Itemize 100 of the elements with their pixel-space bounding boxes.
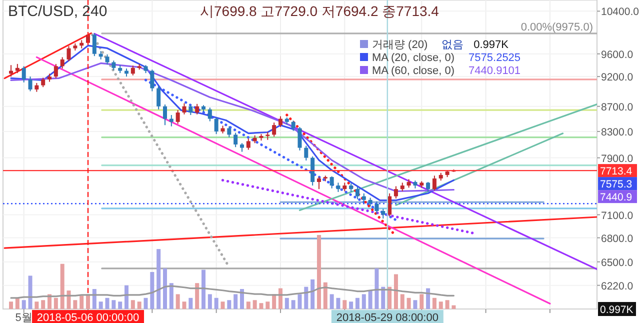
candlestick: [112, 60, 116, 71]
bar: [388, 286, 392, 309]
bar: [316, 235, 321, 309]
candlestick: [330, 176, 334, 189]
candlestick: [169, 114, 174, 127]
bar: [156, 249, 161, 309]
bar: [336, 298, 340, 309]
candlestick: [432, 175, 436, 192]
bar: [420, 294, 424, 309]
bar: [220, 302, 225, 309]
y-tick-label: 9600.0: [601, 48, 634, 61]
x-tick-label: 2018-05-29 08:00:00: [336, 312, 438, 323]
candlestick: [105, 54, 110, 66]
x-tick-label: 5월: [15, 312, 32, 323]
x-tick-label: 2018-05-06 00:00:00: [36, 312, 140, 323]
bar: [144, 298, 148, 309]
bar: [291, 300, 296, 309]
bar: [310, 279, 315, 309]
candlestick: [41, 77, 46, 88]
candlestick: [66, 46, 71, 62]
bar: [214, 298, 218, 309]
bar: [124, 285, 129, 309]
candlestick: [22, 66, 26, 83]
annotation: 7575.2525: [468, 52, 521, 64]
bar: [394, 274, 398, 309]
bar: [105, 298, 110, 309]
candlestick: [214, 117, 218, 135]
candlestick: [150, 69, 154, 92]
bar: [400, 294, 404, 309]
y-tick-label: 9200.0: [601, 72, 634, 84]
candlestick: [60, 56, 64, 69]
bar: [432, 298, 436, 309]
bar: [163, 268, 167, 309]
y-tick-label: 7900.0: [601, 152, 634, 165]
annotation: 없음: [442, 39, 464, 51]
legend-label: MA (20, close, 0): [372, 52, 455, 64]
candlestick: [195, 103, 200, 115]
candlestick: [304, 145, 308, 162]
text: 0.997K: [600, 304, 634, 316]
bar: [73, 300, 78, 309]
bar: [54, 298, 58, 309]
bar: [413, 300, 418, 309]
bar: [445, 300, 450, 309]
chart-subtitle: 시7699.8 고7729.0 저7694.2 종7713.4: [200, 3, 440, 19]
candlestick: [394, 186, 398, 199]
candlestick: [227, 126, 232, 138]
bar: [355, 298, 360, 309]
annotation: 0.00%(9975.0): [520, 21, 593, 34]
bar: [118, 302, 122, 309]
bar: [246, 302, 250, 309]
candlestick: [130, 65, 135, 76]
bar: [362, 294, 366, 309]
y-tick-label: 8700.0: [601, 101, 634, 114]
legend-label: MA (60, close, 0): [372, 65, 455, 77]
bar: [34, 302, 39, 309]
bar: [368, 290, 372, 309]
candlestick: [28, 76, 32, 92]
text: 7440.9: [600, 192, 632, 204]
bar: [188, 298, 193, 309]
bar: [298, 294, 302, 309]
y-tick-label: 6500.0: [601, 256, 634, 269]
candlestick: [92, 32, 96, 57]
bar: [234, 294, 238, 309]
y-tick-label: 10400.0: [601, 6, 640, 18]
bar: [112, 300, 116, 309]
candlestick: [298, 126, 302, 151]
bar: [349, 302, 354, 309]
bar: [330, 294, 334, 309]
candlestick: [246, 138, 250, 150]
bar: [195, 283, 200, 309]
bar: [381, 286, 386, 309]
candlestick: [272, 122, 276, 138]
bar: [259, 303, 264, 309]
bar: [374, 268, 379, 309]
bar: [406, 298, 411, 309]
bar: [452, 305, 456, 309]
candlestick: [208, 107, 212, 122]
bar: [176, 294, 180, 309]
bar: [208, 294, 212, 309]
bar: [182, 302, 186, 309]
bar: [323, 282, 328, 309]
bar: [60, 264, 64, 309]
text: 7575.3: [600, 178, 632, 191]
bar: [66, 290, 71, 309]
ref-line-label: 7713.4: [600, 166, 632, 178]
bar: [304, 286, 308, 309]
bar: [227, 300, 232, 309]
candlestick: [182, 102, 186, 115]
candlestick: [316, 176, 321, 190]
candlestick: [336, 182, 340, 192]
y-tick-label: 6220.0: [601, 280, 634, 292]
bar: [28, 276, 32, 309]
bar: [252, 300, 257, 309]
candlestick: [291, 120, 296, 132]
bar: [150, 272, 154, 309]
text: 거래량 (20): [372, 39, 428, 51]
candlestick: [15, 63, 20, 74]
bar: [266, 302, 270, 309]
candlestick: [278, 116, 282, 128]
candlestick: [163, 104, 167, 126]
